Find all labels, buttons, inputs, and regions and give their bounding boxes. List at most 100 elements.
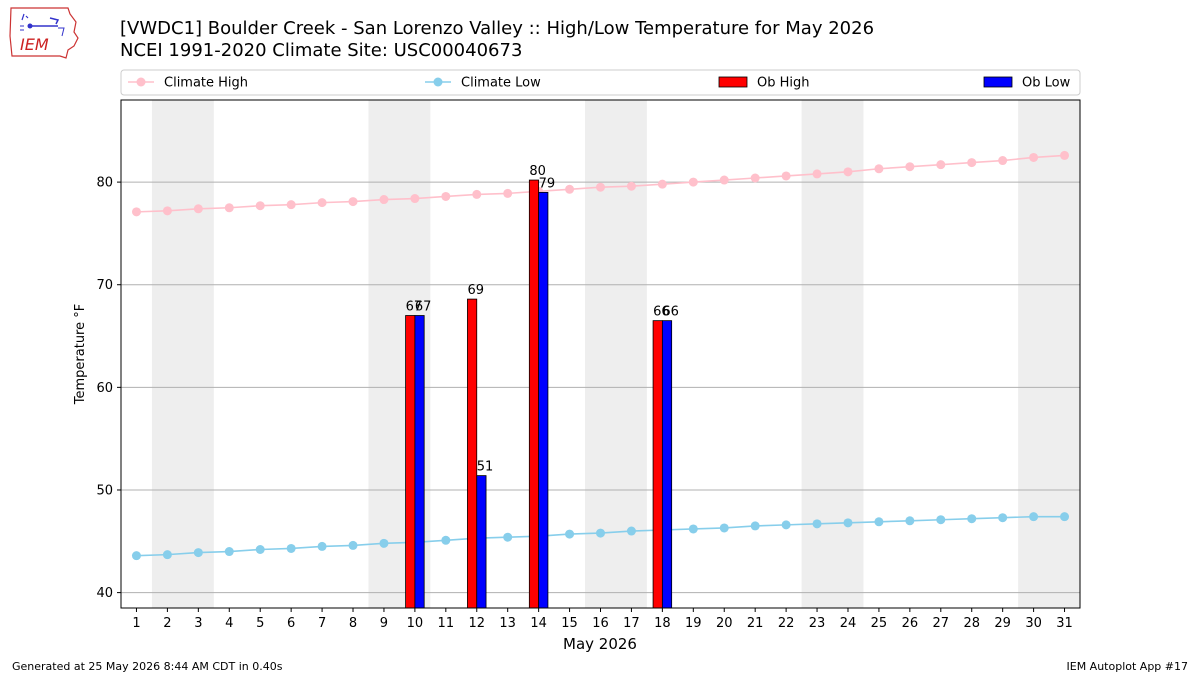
- ob-low-label: 51: [477, 460, 494, 475]
- x-tick-label: 11: [438, 616, 455, 631]
- x-tick-label: 27: [933, 616, 950, 631]
- climate-low-point: [843, 518, 853, 528]
- climate-high-point: [286, 200, 296, 210]
- x-tick-label: 15: [561, 616, 578, 631]
- ob-low-bar: [414, 315, 425, 609]
- climate-high-point: [750, 173, 760, 183]
- climate-low-point: [503, 532, 513, 542]
- x-tick-label: 21: [747, 616, 764, 631]
- climate-high-point: [657, 179, 667, 189]
- climate-low-point: [905, 516, 915, 526]
- weekend-band: [585, 100, 647, 608]
- climate-high-point: [472, 189, 482, 199]
- climate-high-point: [719, 175, 729, 185]
- climate-high-point: [348, 197, 358, 207]
- x-tick-label: 20: [716, 616, 733, 631]
- climate-low-point: [348, 540, 358, 550]
- ob-high-bar: [652, 320, 663, 609]
- x-tick-label: 6: [287, 616, 295, 631]
- x-tick-label: 24: [840, 616, 857, 631]
- logo-text: IEM: [20, 35, 49, 54]
- title-line-2: NCEI 1991-2020 Climate Site: USC00040673: [120, 40, 523, 61]
- iem-logo-icon: IEM: [9, 7, 79, 59]
- climate-high-point: [410, 194, 420, 204]
- ob-low-label: 66: [662, 305, 679, 320]
- x-tick-label: 8: [349, 616, 357, 631]
- legend-label: Climate Low: [461, 76, 541, 91]
- ob-high-label: 80: [529, 164, 546, 179]
- climate-high-point: [162, 206, 172, 216]
- x-tick-label: 18: [654, 616, 671, 631]
- climate-high-point: [688, 177, 698, 187]
- climate-low-point: [967, 514, 977, 524]
- climate-high-point: [596, 182, 605, 192]
- x-tick-label: 14: [530, 616, 547, 631]
- climate-low-point: [781, 520, 791, 530]
- climate-low-point: [565, 529, 575, 539]
- climate-low-point: [379, 538, 389, 548]
- climate-high-point: [565, 184, 575, 194]
- climate-low-point: [1060, 512, 1070, 522]
- climate-low-point: [286, 543, 296, 553]
- y-tick-label: 50: [96, 483, 113, 498]
- legend-dot-marker: [136, 77, 146, 87]
- x-tick-label: 12: [468, 616, 485, 631]
- x-tick-label: 9: [380, 616, 388, 631]
- climate-low-point: [812, 519, 822, 529]
- climate-high-point: [843, 167, 853, 177]
- climate-low-point: [162, 550, 172, 560]
- climate-low-point: [224, 547, 234, 557]
- climate-low-point: [1029, 512, 1039, 522]
- climate-low-point: [193, 548, 203, 558]
- x-tick-label: 2: [163, 616, 171, 631]
- title-line-1: [VWDC1] Boulder Creek - San Lorenzo Vall…: [120, 18, 875, 39]
- legend-label: Ob High: [757, 76, 810, 91]
- climate-low-point: [255, 545, 265, 555]
- x-tick-label: 1: [132, 616, 140, 631]
- ob-high-label: 67: [406, 300, 423, 315]
- climate-low-point: [998, 513, 1008, 523]
- climate-high-point: [874, 164, 884, 174]
- x-tick-label: 7: [318, 616, 326, 631]
- y-axis-label: Temperature °F: [73, 304, 88, 405]
- ob-low-label: 79: [539, 176, 556, 191]
- weekend-band: [1018, 100, 1080, 608]
- x-tick-label: 17: [623, 616, 640, 631]
- y-tick-label: 80: [96, 176, 113, 191]
- ob-low-bar: [661, 320, 673, 609]
- x-tick-label: 19: [685, 616, 702, 631]
- x-tick-label: 26: [902, 616, 919, 631]
- x-tick-label: 16: [592, 616, 609, 631]
- climate-high-point: [998, 156, 1008, 166]
- legend-dot-marker: [433, 77, 443, 87]
- generated-timestamp: Generated at 25 May 2026 8:44 AM CDT in …: [12, 660, 283, 673]
- ob-low-label: 67: [415, 300, 432, 315]
- ob-high-bar: [405, 315, 416, 609]
- climate-high-point: [812, 169, 822, 179]
- y-tick-label: 40: [96, 586, 113, 601]
- climate-low-point: [317, 541, 327, 551]
- legend-box: [120, 69, 1081, 96]
- y-tick-label: 70: [96, 278, 113, 293]
- x-tick-label: 25: [871, 616, 888, 631]
- x-tick-label: 5: [256, 616, 264, 631]
- x-tick-label: 31: [1056, 616, 1073, 631]
- climate-high-point: [967, 158, 977, 168]
- climate-low-point: [874, 517, 884, 527]
- climate-low-point: [596, 528, 605, 538]
- climate-high-point: [503, 188, 513, 198]
- climate-high-point: [379, 195, 389, 205]
- legend-swatch: [983, 76, 1013, 88]
- climate-high-point: [317, 198, 327, 208]
- ob-low-bar: [476, 475, 487, 609]
- x-axis-label: May 2026: [563, 635, 637, 653]
- climate-low-point: [131, 551, 141, 561]
- x-tick-label: 4: [225, 616, 233, 631]
- climate-high-point: [781, 171, 791, 181]
- climate-low-point: [719, 523, 729, 533]
- ob-high-label: 66: [653, 305, 670, 320]
- ob-high-bar: [528, 179, 540, 609]
- climate-high-point: [936, 160, 946, 170]
- climate-high-point: [441, 191, 451, 201]
- ob-high-label: 69: [467, 283, 484, 298]
